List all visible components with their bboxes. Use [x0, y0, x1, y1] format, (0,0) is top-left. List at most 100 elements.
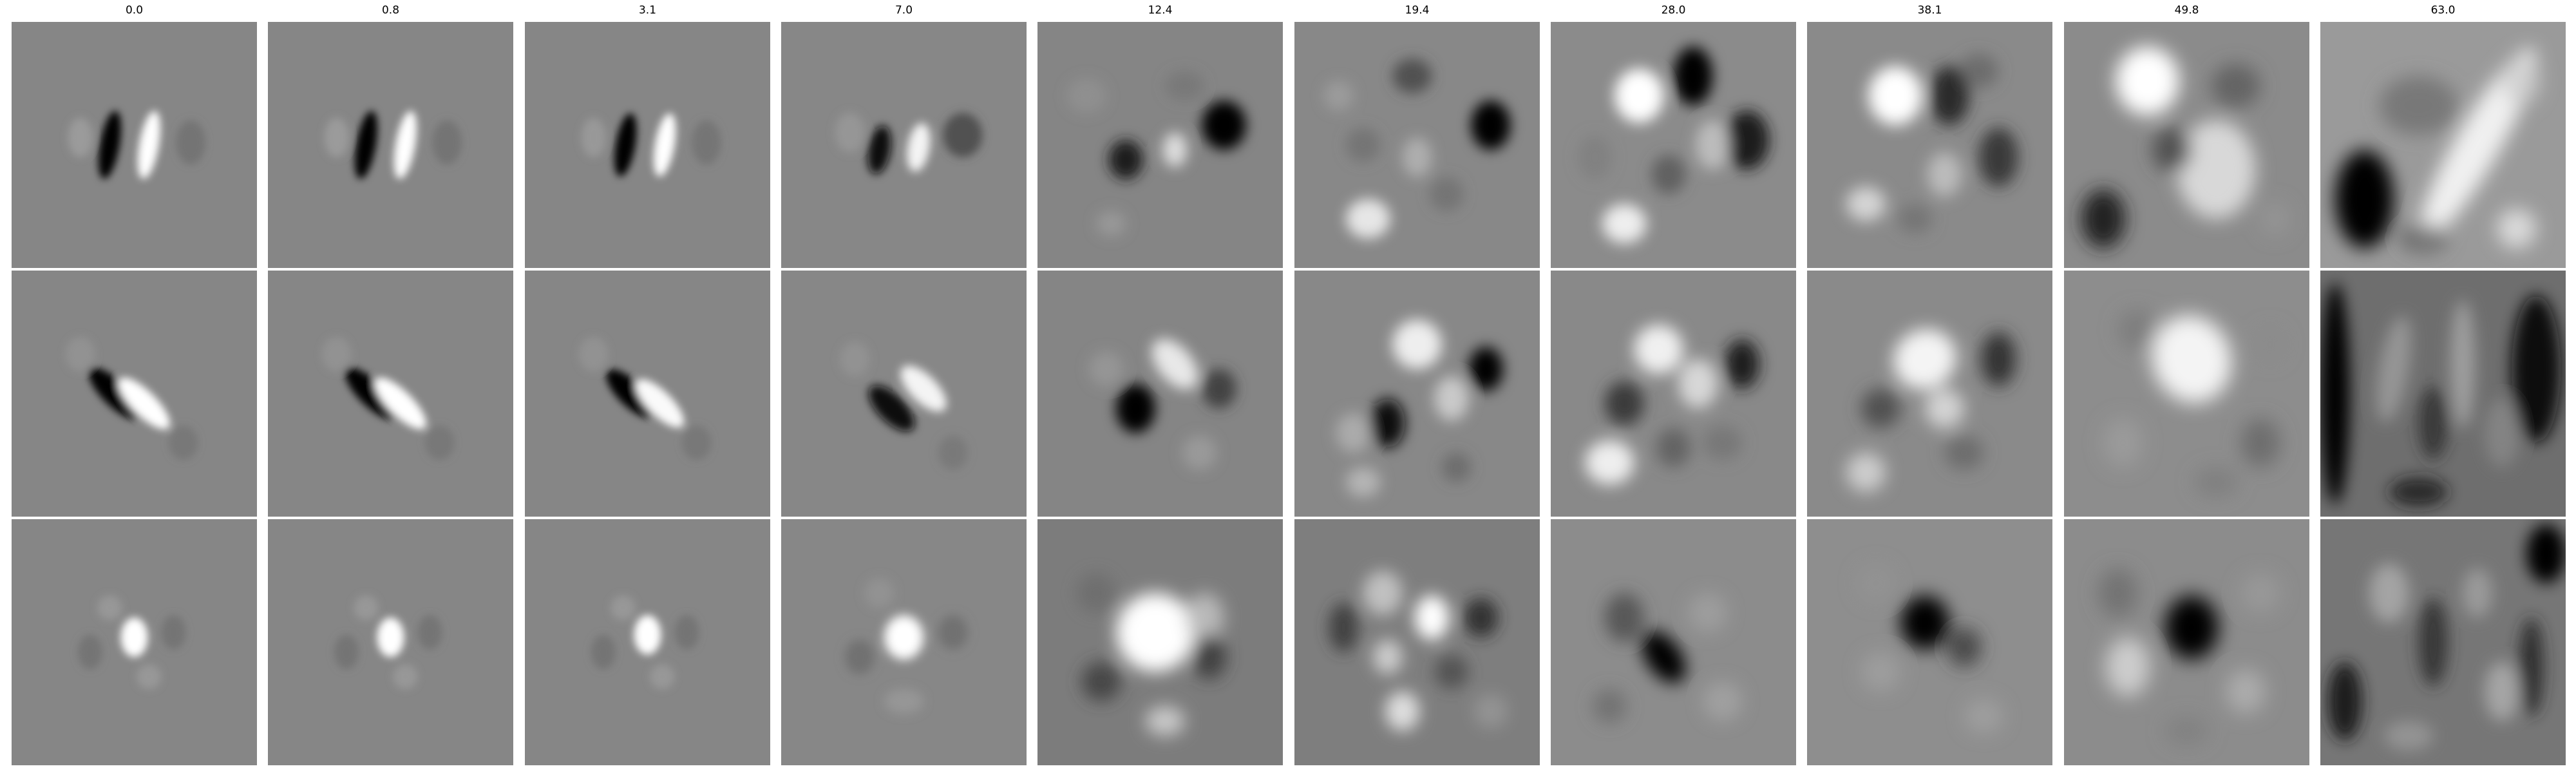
blob	[1615, 68, 1664, 123]
blob	[1346, 199, 1390, 239]
blob	[2519, 617, 2544, 716]
filter-panel	[781, 519, 1027, 765]
filter-panel	[268, 519, 513, 765]
blob	[606, 369, 655, 418]
blob	[1434, 654, 1469, 689]
blob	[2327, 662, 2362, 741]
blob	[1336, 413, 1371, 453]
blob	[1927, 152, 1962, 197]
blob	[137, 111, 161, 179]
blob	[591, 635, 616, 670]
filter-panel	[781, 271, 1027, 517]
blob	[2152, 128, 2192, 173]
blob	[2117, 310, 2157, 350]
filter-panel	[2064, 271, 2309, 517]
blob	[2098, 568, 2138, 618]
blob	[2164, 595, 2219, 660]
blob	[1096, 211, 1126, 236]
blob	[2512, 295, 2561, 443]
blob	[324, 117, 349, 158]
blob	[835, 113, 865, 153]
blob	[432, 120, 462, 165]
blob	[884, 689, 923, 714]
column-title: 0.0	[125, 4, 144, 17]
filter-panel	[2320, 519, 2566, 765]
blob	[2105, 637, 2150, 697]
blob	[1434, 376, 1469, 421]
column-title: 49.8	[2174, 4, 2199, 17]
blob	[2152, 315, 2232, 403]
blob	[1346, 467, 1381, 497]
blob	[1900, 595, 1949, 650]
blob	[1944, 435, 1984, 470]
blob	[1604, 381, 1644, 426]
blob	[845, 640, 875, 674]
filter-panel	[1037, 519, 1283, 765]
filter-panel	[1807, 271, 2052, 517]
blob	[1959, 53, 1999, 89]
blob	[1634, 325, 1683, 374]
blob	[943, 113, 983, 158]
blob	[650, 664, 675, 689]
blob	[1947, 627, 1982, 667]
filter-panel	[268, 22, 513, 268]
blob	[1642, 631, 1686, 683]
blob	[1165, 71, 1205, 101]
blob	[907, 123, 931, 172]
blob	[1468, 347, 1503, 392]
filter-panel	[2320, 22, 2566, 268]
blob	[1602, 204, 1647, 243]
blob	[1473, 694, 1508, 729]
blob	[2164, 716, 2209, 746]
blob	[1363, 571, 1403, 615]
blob	[692, 120, 721, 165]
blob	[2384, 721, 2434, 751]
blob	[1066, 78, 1106, 113]
blob	[1463, 598, 1499, 638]
blob	[653, 113, 676, 177]
blob	[321, 337, 352, 372]
blob	[2226, 669, 2266, 714]
blob	[884, 615, 923, 660]
blob	[1868, 66, 1923, 126]
blob	[1673, 46, 1713, 106]
blob	[938, 615, 968, 650]
blob	[120, 617, 148, 657]
column-title: 28.0	[1661, 4, 1686, 17]
blob	[938, 435, 968, 470]
blob	[1861, 652, 1900, 692]
blob	[118, 377, 170, 430]
blob	[1108, 140, 1143, 180]
blob	[2177, 120, 2256, 219]
blob	[77, 635, 102, 670]
blob	[1651, 155, 1686, 195]
blob	[2450, 300, 2476, 428]
blob	[868, 385, 915, 432]
blob	[2379, 76, 2458, 135]
blob	[1329, 602, 1359, 653]
blob	[1929, 66, 1969, 126]
blob	[611, 595, 636, 620]
blob	[681, 425, 712, 461]
column-title: 3.1	[638, 4, 657, 17]
blob	[2485, 398, 2519, 468]
blob	[2369, 563, 2409, 623]
filter-panel	[1807, 22, 2052, 268]
blob	[840, 341, 870, 377]
blob	[176, 120, 205, 165]
blob	[1725, 339, 1759, 389]
blob	[393, 664, 418, 689]
filter-panel	[1037, 22, 1283, 268]
blob	[867, 125, 891, 175]
column-title: 63.0	[2430, 4, 2456, 17]
blob	[2485, 662, 2519, 721]
blob	[1656, 428, 1691, 468]
blob	[2211, 63, 2260, 108]
blob	[900, 365, 947, 412]
blob	[1323, 81, 1354, 111]
blob	[2462, 568, 2492, 618]
blob	[168, 425, 198, 461]
blob	[65, 337, 95, 372]
blob	[634, 615, 661, 655]
blob	[2193, 467, 2239, 497]
